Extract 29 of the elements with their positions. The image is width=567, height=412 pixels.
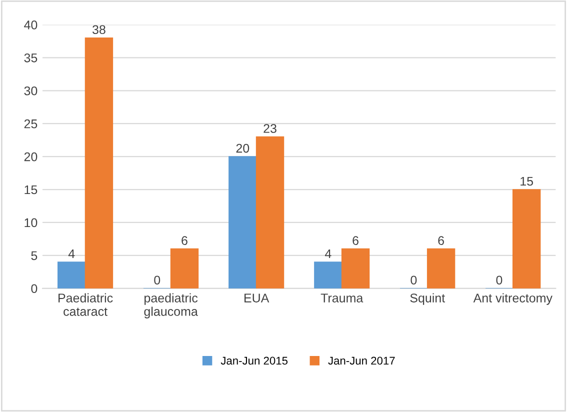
data-label: 6 — [438, 236, 444, 245]
y-tick-label: 35 — [24, 53, 38, 62]
y-tick-label: 25 — [24, 119, 38, 128]
y-tick-label: 30 — [24, 86, 38, 96]
y-tick-label: 10 — [24, 218, 38, 228]
x-tick-label: Paediatric cataract — [58, 293, 113, 316]
x-tick-label: Trauma — [320, 294, 364, 302]
y-tick-label: 15 — [24, 185, 38, 194]
x-tick-label: Squint — [410, 293, 446, 305]
data-label: 0 — [496, 276, 502, 285]
x-tick-label: paediatric glaucoma — [144, 293, 198, 318]
y-tick-label: 5 — [31, 251, 38, 260]
data-label: 4 — [68, 249, 75, 258]
y-tick-label: 20 — [24, 152, 38, 162]
data-label: 15 — [520, 176, 534, 186]
data-label: 0 — [154, 276, 160, 285]
x-tick-label: Ant vitrectomy — [473, 293, 552, 305]
y-tick-label: 40 — [24, 20, 38, 30]
x-tick-label: EUA — [244, 294, 270, 302]
data-label: 4 — [324, 249, 332, 258]
data-label: 6 — [182, 236, 188, 245]
y-tick-label: 0 — [31, 284, 38, 294]
data-label: 0 — [410, 276, 417, 285]
data-label: 38 — [92, 25, 106, 34]
data-label: 23 — [264, 124, 276, 133]
data-label: 6 — [352, 236, 358, 245]
legend-label: Jan-Jun 2015 — [220, 356, 288, 365]
legend-label: Jan-Jun 2017 — [328, 356, 395, 365]
data-label: 20 — [236, 144, 250, 153]
